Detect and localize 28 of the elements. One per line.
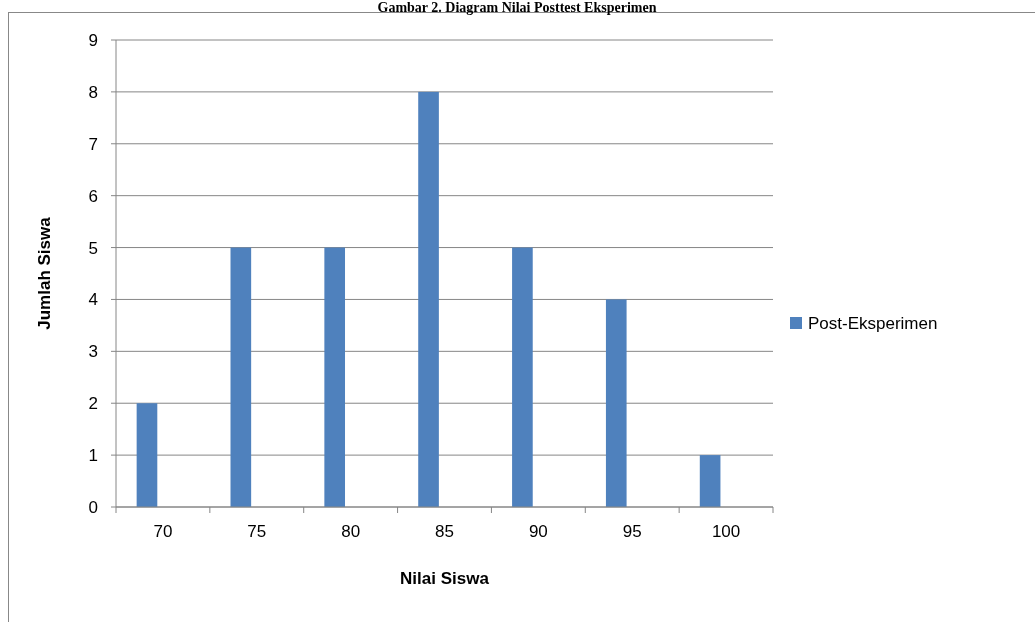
y-tick-label: 5	[88, 238, 98, 258]
y-tick-label: 1	[88, 446, 98, 466]
bar	[512, 247, 533, 507]
y-tick-label: 9	[88, 30, 98, 50]
x-tick-label: 80	[341, 522, 361, 541]
y-tick-label: 6	[88, 186, 98, 206]
legend-label: Post-Eksperimen	[808, 313, 938, 333]
bar	[699, 455, 721, 507]
y-tick-label: 2	[88, 394, 98, 414]
y-tick-label: 0	[88, 497, 98, 517]
y-tick-label: 4	[88, 290, 98, 310]
y-tick-label: 3	[88, 342, 98, 362]
x-tick-label: 85	[435, 522, 454, 541]
chart-title: Gambar 2. Diagram Nilai Posttest Eksperimen	[377, 0, 657, 15]
bar	[605, 299, 627, 507]
bar	[230, 247, 252, 507]
bar	[418, 91, 439, 507]
x-tick-label: 75	[247, 522, 267, 541]
x-tick-label: 100	[711, 522, 741, 541]
bar	[136, 403, 158, 507]
y-tick-label: 8	[88, 82, 98, 102]
x-tick-label: 95	[622, 522, 642, 541]
y-axis-title: Jumlah Siswa	[35, 216, 54, 330]
x-tick-label: 90	[528, 522, 548, 541]
bar	[324, 247, 346, 507]
y-tick-label: 7	[88, 134, 98, 154]
x-axis-title: Nilai Siswa	[400, 569, 490, 588]
x-tick-label: 70	[153, 522, 173, 541]
